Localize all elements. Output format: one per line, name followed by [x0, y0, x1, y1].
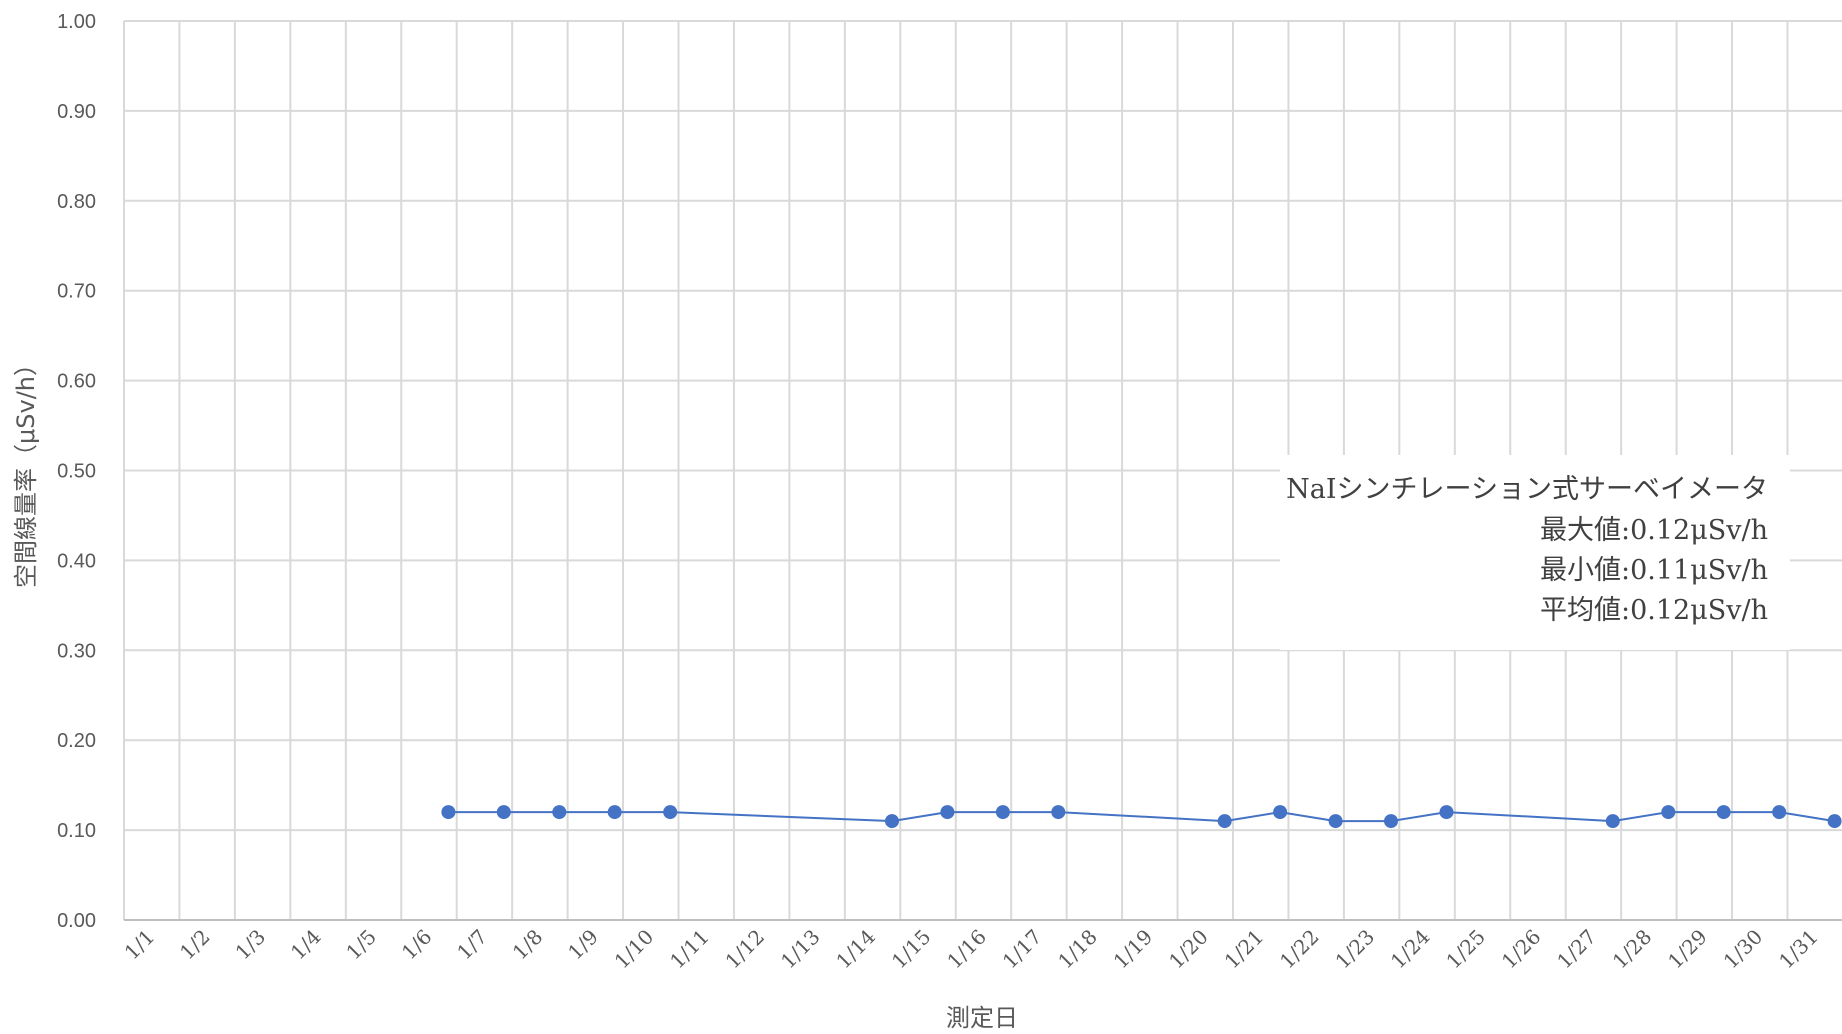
stats-box-background — [1280, 455, 1790, 650]
x-tick-label: 1/9 — [563, 925, 603, 965]
max-value-text: 最大値:0.12μSv/h — [1540, 515, 1768, 546]
x-tick-label: 1/19 — [1109, 925, 1158, 974]
x-axis-title: 測定日 — [946, 1004, 1018, 1032]
x-tick-label: 1/6 — [397, 925, 437, 965]
y-axis-title: 空間線量率（μSv/h） — [12, 352, 40, 588]
y-tick-label: 0.20 — [57, 730, 96, 752]
x-tick-label: 1/20 — [1164, 925, 1213, 974]
x-tick-label: 1/13 — [776, 925, 825, 974]
x-tick-label: 1/31 — [1774, 925, 1823, 974]
y-tick-label: 0.70 — [57, 281, 96, 303]
data-point-marker — [1051, 805, 1066, 820]
x-tick-label: 1/15 — [887, 925, 936, 974]
x-tick-label: 1/21 — [1220, 925, 1269, 974]
data-point-marker — [995, 805, 1010, 820]
data-point-marker — [885, 814, 899, 829]
data-point-marker — [552, 805, 567, 820]
x-tick-label: 1/1 — [120, 925, 160, 965]
data-point-marker — [496, 805, 511, 820]
data-point-marker — [1827, 814, 1842, 829]
x-tick-label: 1/14 — [831, 925, 880, 974]
x-tick-label: 1/3 — [230, 925, 270, 965]
data-point-marker — [1605, 814, 1620, 829]
y-tick-label: 0.60 — [57, 371, 96, 393]
y-tick-label: 1.00 — [57, 11, 96, 33]
y-tick-label: 0.90 — [57, 101, 96, 123]
data-point-marker — [1384, 814, 1398, 829]
x-tick-label: 1/11 — [665, 925, 714, 974]
data-point-marker — [1772, 805, 1787, 820]
data-point-marker — [663, 805, 678, 820]
x-tick-label: 1/28 — [1608, 925, 1657, 974]
avg-value-text: 平均値:0.12μSv/h — [1540, 595, 1768, 626]
min-value-text: 最小値:0.11μSv/h — [1540, 555, 1768, 586]
data-point-marker — [1661, 805, 1676, 820]
data-point-marker — [940, 805, 955, 820]
x-tick-label: 1/22 — [1275, 925, 1324, 974]
data-point-marker — [441, 805, 456, 820]
data-point-marker — [1328, 814, 1343, 829]
x-tick-label: 1/23 — [1330, 925, 1379, 974]
series-line — [448, 811, 1835, 823]
y-tick-label: 0.30 — [57, 640, 96, 662]
stats-annotation-box: NaIシンチレーション式サーベイメータ 最大値:0.12μSv/h 最小値:0.… — [1280, 455, 1790, 650]
x-tick-label: 1/29 — [1663, 925, 1712, 974]
y-tick-label: 0.40 — [57, 550, 96, 572]
y-tick-label: 0.10 — [57, 820, 96, 842]
x-tick-label: 1/7 — [452, 925, 492, 965]
y-tick-label: 0.50 — [57, 461, 96, 483]
x-tick-label: 1/25 — [1441, 925, 1490, 974]
x-tick-label: 1/17 — [998, 925, 1047, 974]
x-tick-label: 1/12 — [720, 925, 769, 974]
y-tick-label: 0.80 — [57, 191, 96, 213]
x-tick-label: 1/5 — [341, 925, 381, 965]
horizontal-gridlines — [124, 20, 1842, 832]
x-tick-label: 1/27 — [1552, 925, 1601, 974]
x-tick-label: 1/8 — [508, 925, 548, 965]
y-tick-label: 0.00 — [57, 910, 96, 932]
data-point-marker — [607, 805, 622, 820]
x-tick-label: 1/30 — [1719, 925, 1768, 974]
data-point-marker — [1439, 805, 1454, 820]
x-tick-label: 1/2 — [175, 925, 215, 965]
data-point-marker — [1217, 814, 1232, 829]
x-tick-label: 1/16 — [942, 925, 991, 974]
x-tick-labels: 1/1 1/2 1/3 1/4 1/5 1/6 1/7 1/8 1/9 1/10 1/11 1/12 1… — [120, 925, 1823, 974]
x-tick-label: 1/24 — [1386, 925, 1435, 974]
data-series — [441, 805, 1842, 829]
x-tick-label: 1/18 — [1053, 925, 1102, 974]
y-tick-labels: 0.00 0.10 0.20 0.30 0.40 0.50 0.60 0.70 0.80 0.90… — [57, 11, 96, 932]
x-tick-label: 1/26 — [1497, 925, 1546, 974]
data-point-marker — [1273, 805, 1288, 820]
instrument-name: NaIシンチレーション式サーベイメータ — [1286, 474, 1768, 505]
x-tick-label: 1/4 — [286, 925, 326, 965]
data-point-marker — [1716, 805, 1731, 820]
x-tick-label: 1/10 — [610, 925, 659, 974]
